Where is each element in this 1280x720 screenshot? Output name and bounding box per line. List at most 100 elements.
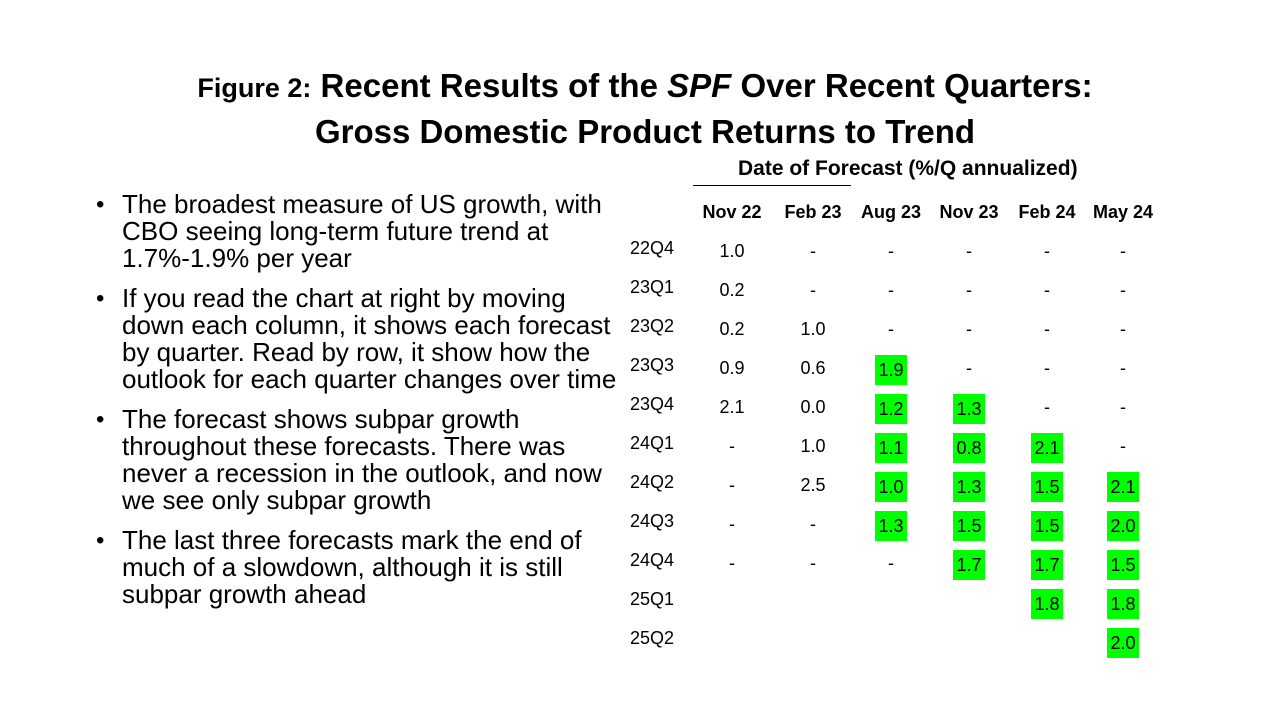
table-cell: 1.9	[852, 355, 930, 385]
column-header: Nov 23	[939, 202, 999, 222]
row-label: 24Q1	[630, 433, 675, 453]
cell-value: -	[966, 319, 972, 339]
row-label: 24Q4	[630, 550, 675, 570]
table-cell: 1.3	[852, 511, 930, 541]
cell-value: -	[966, 280, 972, 300]
column-header: Aug 23	[860, 202, 921, 222]
table-cell: 1.0	[774, 316, 852, 342]
cell-value: 2.1	[1031, 433, 1063, 463]
bullet-item: • The broadest measure of US growth, with…	[96, 191, 626, 272]
table-cell: 2.1	[1008, 433, 1086, 463]
table-cell: 2.1	[1084, 472, 1162, 502]
caption-underline	[693, 185, 851, 186]
cell-value: 1.0	[719, 241, 745, 261]
table-cell: 0.0	[774, 394, 852, 420]
row-label: 23Q4	[630, 394, 675, 414]
table-cell: -	[852, 550, 930, 576]
bullet-text: The broadest measure of US growth, with …	[122, 189, 602, 273]
cell-value: -	[1120, 436, 1126, 456]
table-cell: 0.6	[774, 355, 852, 381]
cell-value: -	[729, 553, 735, 573]
table-cell: -	[1084, 394, 1162, 420]
cell-value: 2.0	[1107, 628, 1139, 658]
table-cell: -	[1084, 316, 1162, 342]
cell-value: 1.8	[1107, 589, 1139, 619]
title-line1-pre: Recent Results of the	[320, 67, 658, 104]
table-cell: -	[930, 277, 1008, 303]
cell-value: -	[1044, 280, 1050, 300]
cell-value: 2.1	[1107, 472, 1139, 502]
table-cell: -	[774, 238, 852, 264]
cell-value: 0.8	[953, 433, 985, 463]
cell-value: 1.5	[953, 511, 985, 541]
table-cell: -	[852, 277, 930, 303]
table-cell: 0.2	[693, 277, 771, 303]
title-line1-italic: SPF	[667, 67, 732, 104]
table-cell: -	[1084, 277, 1162, 303]
cell-value: 1.3	[953, 472, 985, 502]
table-cell: 0.9	[693, 355, 771, 381]
cell-value: -	[888, 319, 894, 339]
table-cell: -	[1084, 238, 1162, 264]
table-cell: 1.7	[930, 550, 1008, 580]
title-prefix: Figure 2:	[197, 73, 312, 103]
cell-value: 1.8	[1031, 589, 1063, 619]
cell-value: -	[729, 436, 735, 456]
table-cell: 2.5	[774, 472, 852, 498]
cell-value: -	[1044, 319, 1050, 339]
table-cell: -	[1084, 433, 1162, 459]
table-cell: 2.0	[1084, 628, 1162, 658]
table-cell: -	[852, 238, 930, 264]
cell-value: 1.5	[1031, 472, 1063, 502]
table-cell: -	[693, 550, 771, 576]
table-cell: 1.5	[1008, 511, 1086, 541]
row-label: 22Q4	[630, 238, 675, 258]
table-cell: 0.2	[693, 316, 771, 342]
cell-value: 1.7	[953, 550, 985, 580]
cell-value: 2.1	[719, 397, 745, 417]
cell-value: 2.5	[800, 475, 826, 495]
table-cell: -	[693, 511, 771, 537]
forecast-table: Date of Forecast (%/Q annualized) Nov 22…	[620, 155, 1180, 665]
table-cell: 0.8	[930, 433, 1008, 463]
table-caption: Date of Forecast (%/Q annualized)	[738, 157, 1078, 180]
table-cell: 1.3	[930, 394, 1008, 424]
table-cell: -	[930, 238, 1008, 264]
cell-value: -	[1120, 280, 1126, 300]
cell-value: 1.3	[953, 394, 985, 424]
table-cell: -	[1008, 394, 1086, 420]
table-cell: -	[693, 433, 771, 459]
table-cell: -	[852, 316, 930, 342]
cell-value: -	[810, 514, 816, 534]
table-cell: 2.0	[1084, 511, 1162, 541]
bullet-text: If you read the chart at right by moving…	[122, 283, 617, 394]
bullet-item: • The last three forecasts mark the end o…	[96, 527, 626, 608]
column-header: Nov 22	[702, 202, 762, 222]
cell-value: 1.0	[800, 436, 826, 456]
cell-value: 1.7	[1031, 550, 1063, 580]
cell-value: -	[888, 553, 894, 573]
cell-value: 1.5	[1107, 550, 1139, 580]
table-cell: -	[1084, 355, 1162, 381]
table-cell: -	[774, 550, 852, 576]
cell-value: -	[888, 280, 894, 300]
cell-value: -	[1120, 241, 1126, 261]
title-line1-post: Over Recent Quarters:	[740, 67, 1093, 104]
cell-value: -	[729, 475, 735, 495]
cell-value: 0.2	[719, 280, 745, 300]
cell-value: 0.9	[719, 358, 745, 378]
table-cell: -	[930, 355, 1008, 381]
cell-value: 0.0	[800, 397, 826, 417]
bullet-item: • If you read the chart at right by movin…	[96, 285, 626, 393]
bullet-list: • The broadest measure of US growth, with…	[96, 191, 626, 621]
table-cell: -	[1008, 277, 1086, 303]
table-cell: 1.3	[930, 472, 1008, 502]
cell-value: -	[966, 358, 972, 378]
row-label: 23Q1	[630, 277, 675, 297]
title-line-2: Gross Domestic Product Returns to Trend	[314, 113, 976, 150]
table-cell: 1.0	[774, 433, 852, 459]
bullet-text: The forecast shows subpar growth through…	[122, 404, 602, 515]
table-cell: 1.8	[1084, 589, 1162, 619]
cell-value: -	[810, 241, 816, 261]
cell-value: -	[1044, 241, 1050, 261]
